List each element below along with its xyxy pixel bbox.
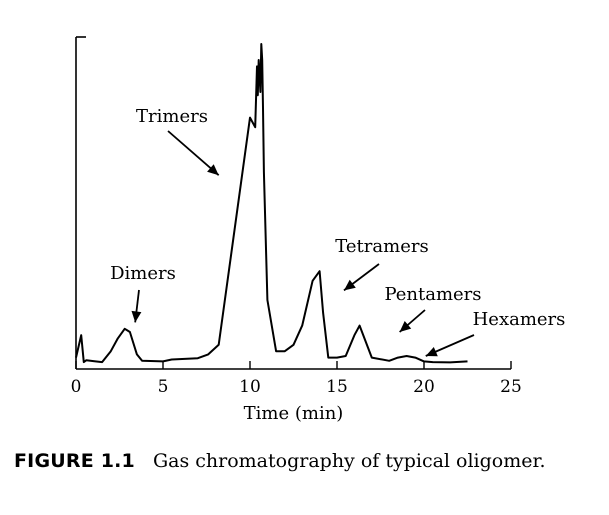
annotation-trimers-arrowhead (207, 164, 219, 176)
annotation-pentamers-label: Pentamers (384, 284, 481, 305)
x-tick-label: 10 (239, 377, 261, 397)
annotation-trimers-arrow (167, 130, 220, 176)
figure-caption: FIGURE 1.1 Gas chromatography of typical … (14, 450, 546, 473)
figure-caption-text: Gas chromatography of typical oligomer. (152, 450, 546, 472)
annotation-hexamers-arrowhead (425, 347, 438, 357)
annotation-layer: Trimers Dimers Tetramers Pentamers Hexamers (110, 106, 566, 357)
x-tick-label: 5 (158, 377, 169, 397)
x-axis-title: Time (min) (244, 403, 344, 424)
annotation-tetramers-arrowhead (344, 279, 356, 291)
annotation-dimers-label: Dimers (110, 263, 176, 284)
figure-number: FIGURE 1.1 (14, 450, 135, 472)
x-tick-label: 20 (413, 377, 435, 397)
series-layer (75, 43, 468, 364)
annotation-pentamers-arrowhead (399, 321, 412, 332)
chromatogram-trace (75, 43, 468, 364)
chromatogram-chart: 0 5 10 15 20 25 Time (min) Trimers Dimers Tetram… (71, 36, 566, 424)
x-tick-label: 15 (326, 377, 348, 397)
annotation-dimers-arrowhead (131, 310, 142, 323)
x-tick-label: 25 (500, 377, 522, 397)
annotation-trimers-label: Trimers (136, 106, 208, 127)
annotation-tetramers-label: Tetramers (335, 236, 428, 257)
annotation-hexamers-label: Hexamers (473, 309, 566, 330)
axes-layer: 0 5 10 15 20 25 Time (min) (71, 36, 522, 424)
x-tick-label: 0 (71, 377, 82, 397)
